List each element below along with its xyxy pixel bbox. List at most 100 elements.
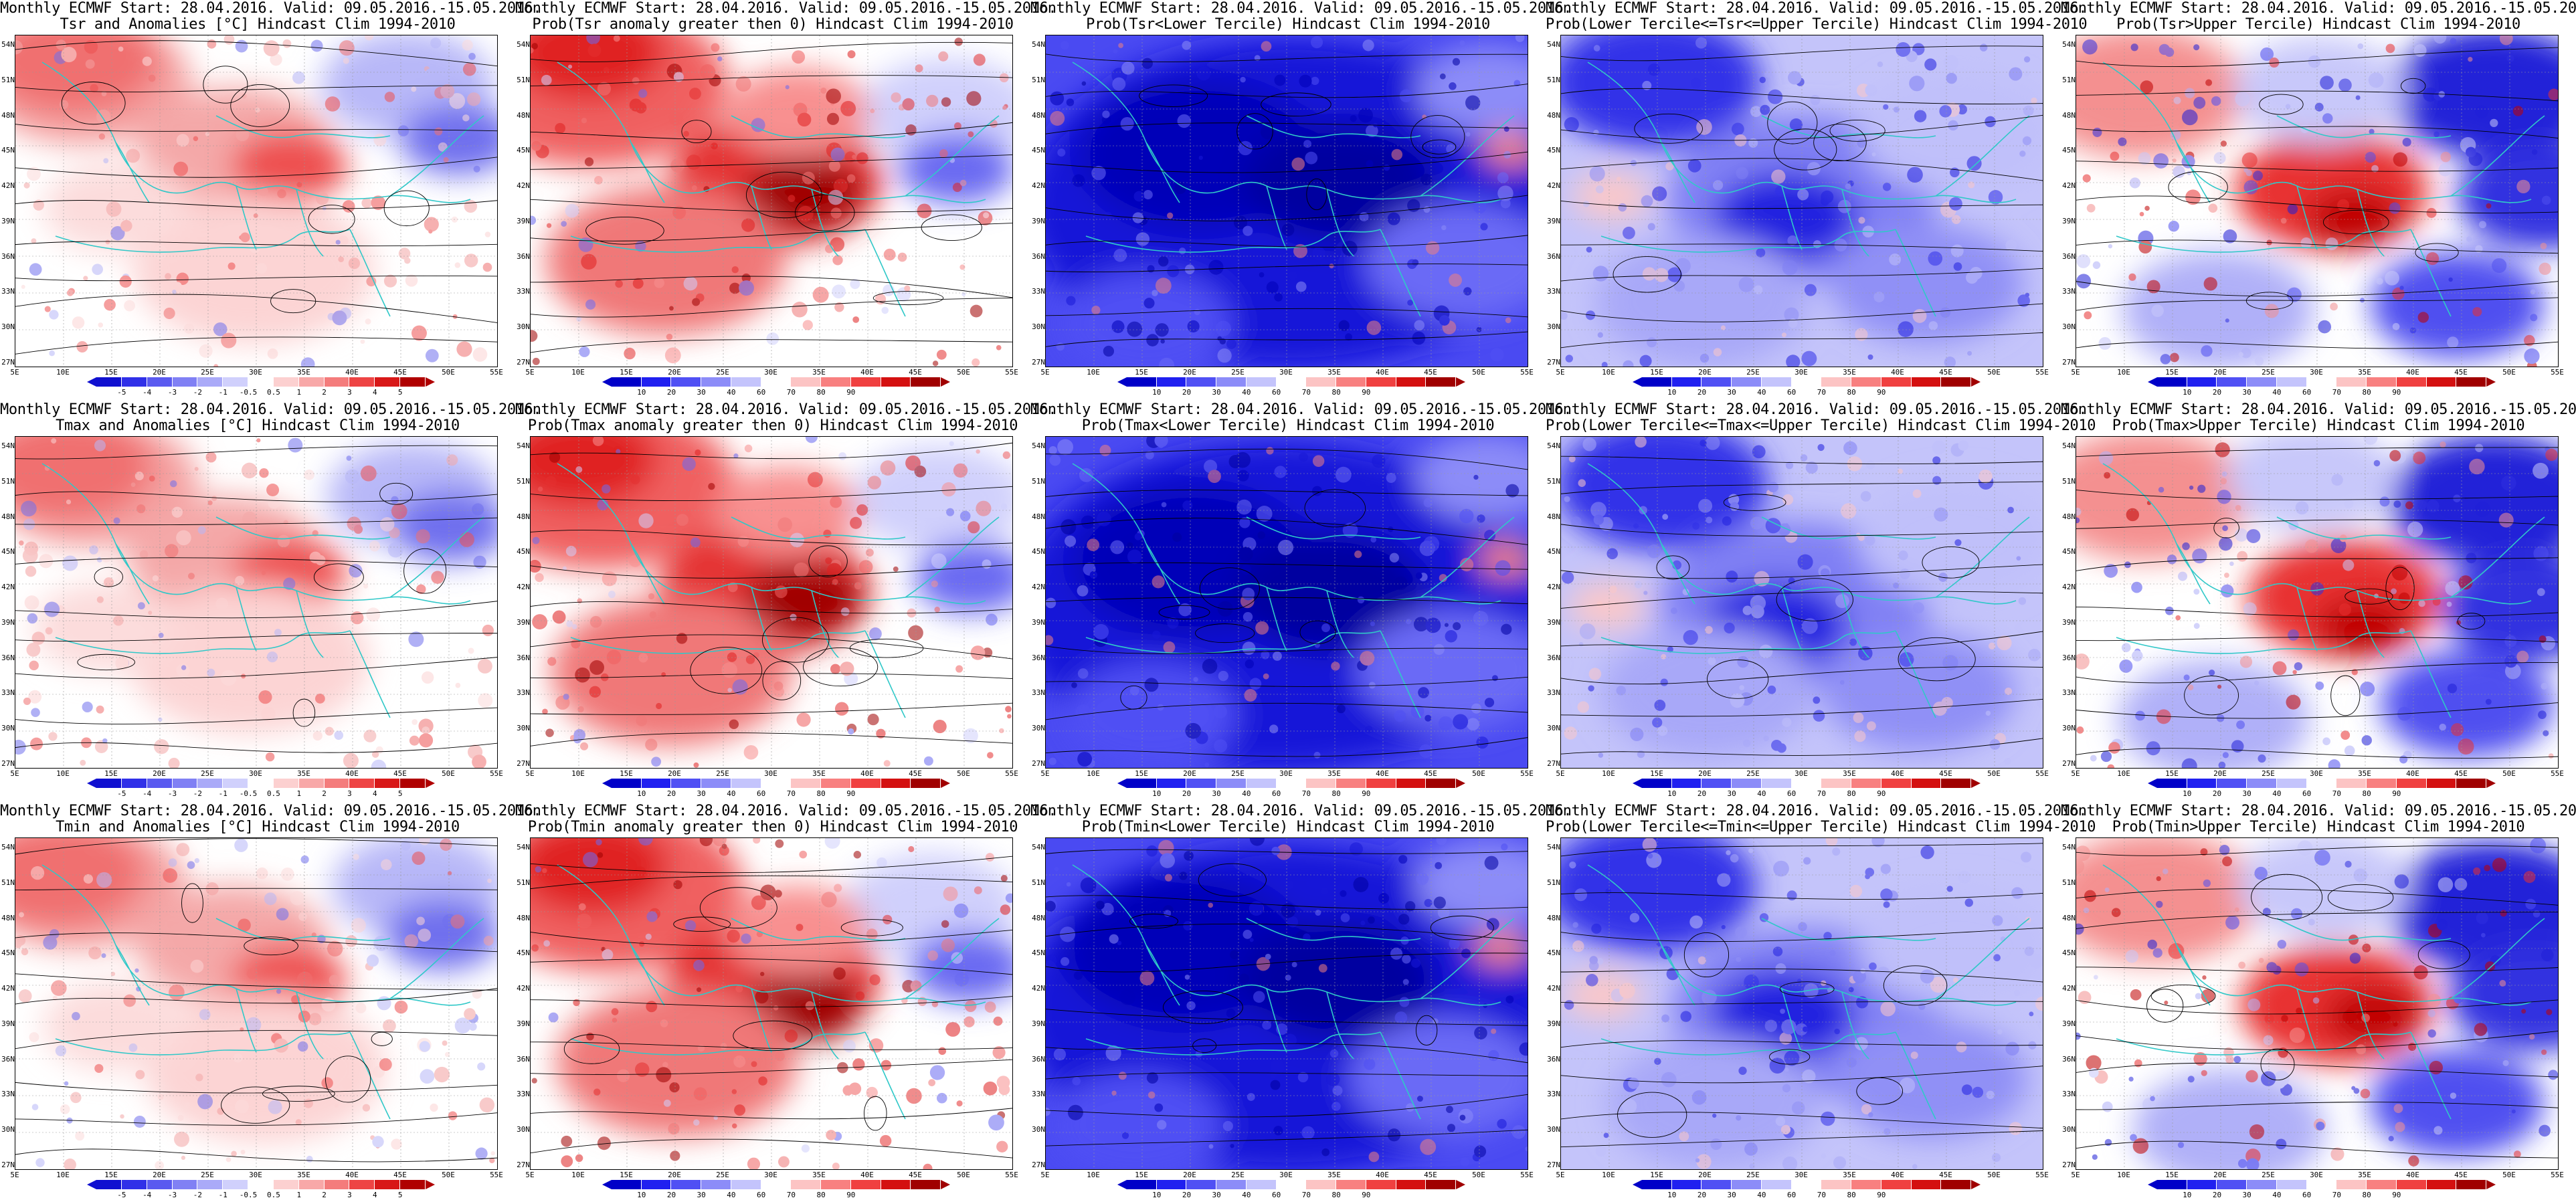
colorbar-segment	[400, 377, 426, 387]
lat-label: 39N	[1, 216, 15, 225]
colorbar-segment	[1246, 779, 1277, 788]
colorbar-tick-label: 0.5	[266, 388, 280, 397]
colorbar-segment	[1642, 1180, 1672, 1189]
lon-label: 45E	[1424, 1171, 1437, 1179]
contours	[2076, 845, 2558, 1159]
colorbar-segment	[1127, 377, 1157, 387]
field-blob	[1830, 224, 2023, 344]
colorbar-right-arrow	[2486, 1180, 2496, 1189]
colorbar-segment	[2396, 377, 2427, 387]
lon-label: 45E	[1424, 368, 1437, 377]
colorbar-tick-label: 70	[1817, 789, 1826, 798]
colorbar-tick-label: -2	[193, 388, 202, 397]
field-blob	[1416, 45, 1528, 135]
lat-label: 33N	[2062, 688, 2076, 698]
lat-label: 54N	[517, 441, 530, 450]
colorbar-segment	[1156, 377, 1187, 387]
colorbar-segment	[324, 377, 350, 387]
lon-label: 45E	[909, 1171, 922, 1179]
field-blob	[1607, 1037, 1820, 1169]
colorbar-segment	[1941, 779, 1972, 788]
map-panel: Monthly ECMWF Start: 28.04.2016. Valid: …	[515, 0, 1057, 401]
panel-title-line1: Monthly ECMWF Start: 28.04.2016. Valid: …	[1030, 803, 1572, 819]
lat-label: 27N	[1547, 358, 1560, 367]
coastline	[557, 864, 1000, 1120]
lon-label: 35E	[1843, 769, 1856, 778]
graticule	[2076, 35, 2558, 367]
lon-label: 40E	[1891, 1171, 1904, 1179]
colorbar-labels: 10 20 30 40 60 70 80 90	[1633, 789, 1981, 799]
lon-label: 15E	[1650, 769, 1663, 778]
field-blob	[1711, 970, 1856, 1060]
colorbar-segment	[2187, 1180, 2217, 1189]
field-blob	[2122, 250, 2315, 367]
lon-label: 25E	[1231, 368, 1245, 377]
colorbar-segment	[1821, 377, 1852, 387]
colorbar-tick-label: 20	[2212, 388, 2222, 397]
colorbar-labels: 10 20 30 40 60 70 80 90	[1633, 1191, 1981, 1200]
colorbar-left-arrow	[1633, 377, 1642, 387]
lon-label: 45E	[909, 769, 922, 778]
colorbar-segment	[1186, 377, 1217, 387]
lat-label: 54N	[2062, 843, 2076, 851]
colorbar-labels: -5 -4 -3 -2 -1 -0.5 0.5 1 2 3 4 5	[87, 388, 435, 397]
lon-label: 5E	[10, 1171, 19, 1179]
lat-label: 39N	[1, 617, 15, 627]
colorbar-segment	[1761, 1180, 1792, 1189]
colorbar-segment	[324, 1180, 350, 1189]
field-blob	[2237, 838, 2411, 940]
colorbar-tick-label: 30	[2242, 1191, 2251, 1199]
lon-label: 15E	[1135, 769, 1148, 778]
colorbar-segment	[850, 1180, 881, 1189]
colorbar-tick-label: 80	[1847, 1191, 1856, 1199]
lon-label: 30E	[764, 769, 777, 778]
colorbar-segment	[761, 377, 792, 387]
map-field	[2076, 436, 2559, 769]
lat-label: 30N	[2062, 1125, 2076, 1134]
lon-label: 15E	[2165, 1171, 2179, 1179]
coastline	[1587, 463, 2030, 718]
lon-label: 10E	[1087, 368, 1100, 377]
lat-label: 42N	[1547, 181, 1560, 191]
lon-label: 30E	[249, 368, 262, 377]
colorbar-segment	[791, 1180, 822, 1189]
colorbar-tick-label: 60	[2302, 1191, 2312, 1199]
lat-label: 45N	[1, 547, 15, 557]
colorbar-segment	[2336, 1180, 2367, 1189]
lon-label: 45E	[2454, 769, 2468, 778]
field-blob	[2225, 437, 2399, 532]
colorbar-segment	[248, 377, 274, 387]
colorbar-tick-label: 70	[2332, 388, 2341, 397]
lat-label: 36N	[1032, 653, 1045, 662]
lon-label: 55E	[490, 368, 503, 377]
colorbar-tick-label: -4	[143, 388, 152, 397]
lon-label: 10E	[1602, 1171, 1615, 1179]
lat-label: 30N	[517, 1125, 530, 1134]
field-speckle	[1050, 35, 1525, 367]
lat-label: 54N	[1547, 40, 1560, 49]
colorbar-left-arrow	[1633, 779, 1642, 788]
colorbar-segment	[1911, 1180, 1942, 1189]
colorbar-left-arrow	[2148, 1180, 2157, 1189]
colorbar-tick-label: 10	[1152, 1191, 1162, 1199]
colorbar-segment	[881, 1180, 911, 1189]
colorbar-segment	[1216, 779, 1247, 788]
colorbar-segment	[701, 779, 731, 788]
colorbar-segment	[1881, 779, 1912, 788]
lon-label: 20E	[153, 1171, 166, 1179]
colorbar-tick-label: 90	[1362, 789, 1371, 798]
lon-label: 20E	[153, 769, 166, 778]
colorbar-segment	[349, 1180, 375, 1189]
lon-label: 15E	[620, 769, 633, 778]
lat-label: 27N	[517, 759, 530, 768]
colorbar-tick-label: 90	[1362, 388, 1371, 397]
lat-label: 42N	[2062, 181, 2076, 191]
colorbar-segment	[1671, 1180, 1702, 1189]
colorbar-segment	[1671, 377, 1702, 387]
colorbar-segment	[2187, 377, 2217, 387]
lon-label: 20E	[1183, 769, 1196, 778]
lat-label: 45N	[517, 146, 530, 155]
lat-label: 54N	[2062, 441, 2076, 450]
colorbar-segment	[1336, 377, 1366, 387]
map-field	[15, 436, 498, 769]
